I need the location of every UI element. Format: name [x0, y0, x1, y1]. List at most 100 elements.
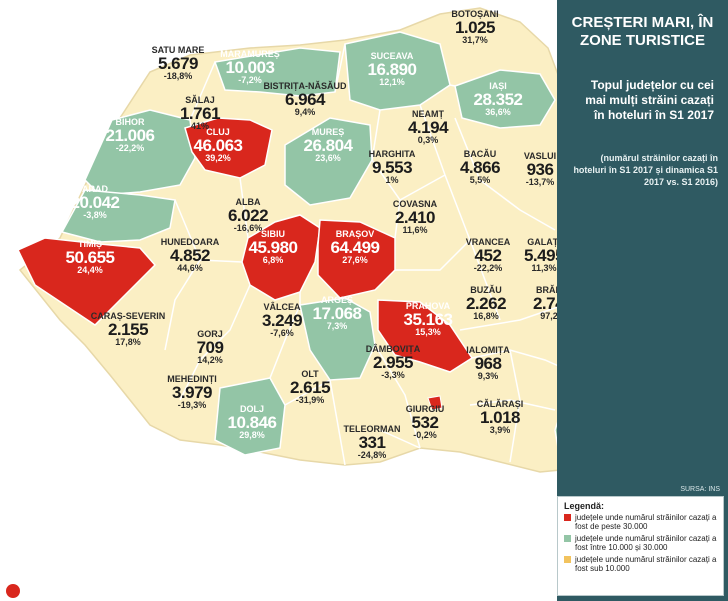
county-name: PRAHOVA	[405, 301, 451, 311]
sibiu-shape	[241, 214, 321, 301]
county-harghita: HARGHITA 9.553 1%	[369, 150, 416, 185]
county-vrancea: VRANCEA 452 -22,2%	[466, 238, 511, 273]
county-change: 9,3%	[477, 371, 499, 381]
county-olt: OLT 2.615 -31,9%	[289, 369, 331, 405]
county-change: -16,6%	[233, 223, 263, 233]
county-galati: GALAȚI 5.495 11,3%	[523, 238, 565, 273]
county-name: VASLUI	[523, 151, 557, 161]
county-value: 331	[358, 433, 386, 452]
county-name: ARAD	[82, 184, 108, 194]
timis-shape	[16, 237, 157, 326]
legend-text-yellow: județele unde numărul străinilor cazați …	[575, 555, 717, 573]
county-name: OLT	[301, 369, 319, 379]
source-label: SURSA: INS	[680, 486, 720, 493]
brasov-shape	[317, 219, 396, 299]
mures-shape	[284, 117, 373, 206]
county-mehedinti: MEHEDINȚI 3.979 -19,3%	[167, 375, 217, 410]
county-dolj: DOLJ 10.846 29,8%	[227, 404, 278, 440]
county-neamt: NEAMȚ 4.194 0,3%	[407, 110, 449, 145]
county-covasna: COVASNA 2.410 11,6%	[393, 200, 437, 235]
county-name: HARGHITA	[368, 149, 416, 159]
county-change: 24,4%	[77, 265, 103, 275]
prahova-shape	[377, 299, 474, 373]
legend-title: Legendă:	[564, 501, 605, 511]
county-change: -31,9%	[295, 395, 325, 405]
maramures-shape	[213, 47, 341, 97]
county-value: 1.018	[479, 408, 521, 427]
suceava-shape	[344, 31, 451, 111]
county-value: 6.964	[284, 90, 326, 109]
county-change: -3,8%	[83, 210, 107, 220]
county-arges: ARGEȘ 17.068 7,3%	[313, 296, 363, 331]
county-change: 11,6%	[402, 225, 428, 235]
county-giurgiu: GIURGIU 532 -0,2%	[406, 405, 445, 440]
county-change: -7,6%	[270, 328, 294, 338]
county-change: 16,8%	[473, 311, 499, 321]
county-change: 39,2%	[205, 153, 231, 163]
county-change: -19,3%	[177, 400, 207, 410]
county-value: 936	[526, 160, 554, 179]
county-value: 3.979	[171, 383, 213, 402]
county-value: 3.249	[261, 311, 303, 330]
county-timis: TIMIȘ 50.655 24,4%	[65, 240, 116, 275]
county-name: MUREȘ	[311, 127, 345, 137]
county-value: 21.006	[105, 126, 156, 145]
county-change: 36,6%	[485, 107, 511, 117]
county-value: 5.495	[523, 246, 565, 265]
county-change: 3,9%	[489, 425, 511, 435]
county-change: 5,5%	[469, 175, 491, 185]
county-cluj: CLUJ 46.063 39,2%	[193, 128, 244, 163]
county-value: 1.761	[179, 104, 221, 123]
legend-swatch-green	[564, 535, 571, 542]
county-change: 0,3%	[417, 135, 439, 145]
county-name: DÂMBOVIȚA	[365, 344, 421, 354]
county-change: -3,3%	[381, 370, 405, 380]
county-name: BISTRIȚA-NĂSĂUD	[263, 81, 347, 91]
county-name: VÂLCEA	[263, 302, 301, 312]
county-name: BRAȘOV	[335, 229, 375, 239]
county-ialomita: IALOMIȚA 968 9,3%	[466, 346, 510, 381]
legend-item-yellow: județele unde numărul străinilor cazați …	[564, 555, 717, 573]
county-value: 5.679	[157, 54, 199, 73]
county-value: 10.846	[227, 413, 278, 432]
county-name: MEHEDINȚI	[167, 374, 217, 384]
county-name: IAȘI	[489, 81, 507, 91]
county-valcea: VÂLCEA 3.249 -7,6%	[261, 302, 303, 338]
county-iasi: IAȘI 28.352 36,6%	[473, 81, 524, 117]
county-name: VRANCEA	[465, 237, 511, 247]
county-value: 2.262	[465, 294, 507, 313]
county-arad: ARAD 20.042 -3,8%	[71, 184, 121, 220]
panel-note: (numărul străinilor cazați în hoteluri î…	[573, 153, 718, 187]
county-value: 28.352	[473, 90, 524, 109]
county-name: DOLJ	[239, 404, 264, 414]
legend-swatch-red	[564, 514, 571, 521]
county-calarasi: CĂLĂRAȘI 1.018 3,9%	[477, 400, 524, 435]
county-change: -22,2%	[473, 263, 503, 273]
county-value: 16.890	[367, 60, 418, 79]
legend-item-red: județele unde numărul străinilor cazați …	[564, 513, 717, 531]
county-value: 2.615	[289, 378, 331, 397]
county-value: 4.852	[169, 246, 211, 265]
iasi-shape	[454, 69, 556, 129]
county-name: GORJ	[197, 329, 223, 339]
county-value: 50.655	[65, 248, 116, 267]
county-value: 35.163	[403, 310, 454, 329]
county-value: 46.063	[193, 136, 244, 155]
county-bacau: BACĂU 4.866 5,5%	[460, 150, 501, 185]
county-change: 14,2%	[197, 355, 223, 365]
county-value: 6.022	[227, 206, 269, 225]
county-change: -22,2%	[115, 143, 145, 153]
county-value: 9.553	[371, 158, 413, 177]
county-change: 23,6%	[315, 153, 341, 163]
county-value: 452	[474, 246, 502, 265]
county-value: 10.003	[225, 58, 275, 77]
legend-swatch-yellow	[564, 556, 571, 563]
legend-item-green: județele unde numărul străinilor cazați …	[564, 534, 717, 552]
panel-subtitle: Topul județelor cu cei mai mulți străini…	[585, 78, 714, 122]
county-change: 6,8%	[262, 255, 284, 265]
county-value: 26.804	[303, 136, 354, 155]
county-change: -13,7%	[525, 177, 555, 187]
county-name: BUZĂU	[470, 285, 502, 295]
county-change: 31,7%	[462, 35, 488, 45]
county-value: 4.194	[407, 118, 449, 137]
